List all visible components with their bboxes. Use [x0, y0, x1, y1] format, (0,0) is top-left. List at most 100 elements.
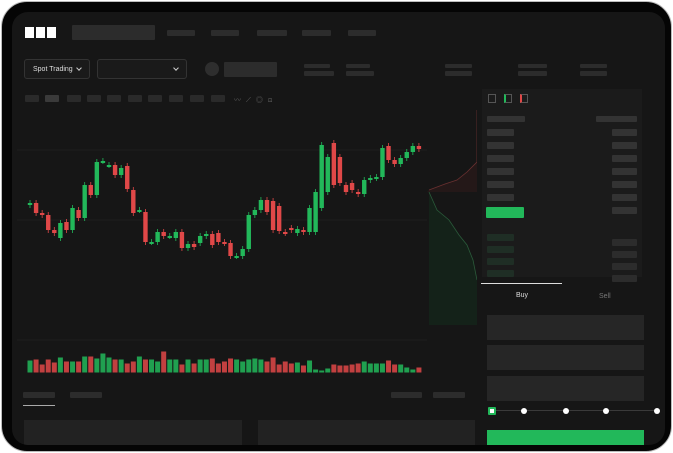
nav-item[interactable] [167, 30, 195, 36]
amount-input[interactable] [487, 345, 644, 370]
search-bar[interactable] [72, 25, 155, 40]
slider-handle[interactable] [488, 407, 496, 415]
volume-bar [288, 363, 294, 373]
volume-bar [246, 359, 252, 373]
candle-body [240, 249, 245, 256]
volume-bar [155, 361, 161, 373]
timeframe-button[interactable] [211, 95, 225, 102]
slider-mark[interactable] [563, 408, 569, 414]
draw-icon[interactable]: ⟋ [246, 97, 256, 104]
slider-mark[interactable] [603, 408, 609, 414]
column-header-amount [596, 116, 637, 122]
fullscreen-icon[interactable]: ⊡ [267, 97, 278, 104]
indicator-icon[interactable]: 〰 [234, 97, 246, 104]
tab-open-orders[interactable] [23, 392, 55, 398]
volume-bar [63, 361, 69, 373]
candle-body [283, 232, 288, 234]
candle-body [295, 229, 300, 233]
volume-bar [209, 358, 215, 373]
candle-body [392, 160, 397, 164]
candle-body [64, 222, 69, 230]
candle-body [137, 210, 142, 212]
candle-body [125, 166, 130, 189]
stat-value [445, 71, 472, 76]
candle-body [246, 215, 251, 249]
volume-bar [124, 363, 130, 373]
candlestick-chart[interactable] [17, 110, 427, 375]
stat-label [445, 64, 472, 68]
ask-row-amount [612, 168, 637, 175]
slider-mark[interactable] [654, 408, 660, 414]
timeframe-button[interactable] [45, 95, 59, 102]
price-input[interactable] [487, 315, 644, 340]
candle-body [386, 146, 391, 160]
tab-order-history[interactable] [70, 392, 102, 398]
candle-body [185, 244, 191, 248]
okx-logo[interactable] [25, 27, 56, 38]
tab-buy[interactable]: Buy [516, 292, 529, 299]
candle-body [276, 206, 282, 231]
nav-item[interactable] [257, 30, 287, 36]
volume-bar [307, 360, 313, 373]
orderbook-asks-icon[interactable] [520, 94, 528, 103]
candle-body [374, 177, 379, 179]
last-price-highlight[interactable] [486, 207, 524, 218]
pair-dropdown[interactable] [97, 59, 187, 79]
amount-slider[interactable] [492, 410, 658, 411]
buy-button[interactable] [487, 430, 644, 445]
timeframe-button[interactable] [190, 95, 204, 102]
volume-bar [416, 367, 422, 373]
candle-body [106, 165, 112, 167]
market-type-dropdown[interactable]: Spot Trading [24, 59, 90, 79]
pair-price [224, 62, 277, 77]
volume-bar [33, 359, 39, 373]
filter-button[interactable] [391, 392, 422, 398]
stat-value [304, 71, 334, 76]
orderbook-both-icon[interactable] [488, 94, 496, 103]
candle-body [173, 232, 179, 238]
orderbook-bids-icon[interactable] [504, 94, 512, 103]
candle-body [319, 145, 324, 208]
bid-row-price [487, 234, 514, 241]
stat-value [580, 71, 607, 76]
stat-label [580, 64, 607, 68]
timeframe-button[interactable] [87, 95, 101, 102]
volume-bar [386, 360, 392, 373]
candle-body [216, 233, 221, 242]
volume-bar [221, 361, 227, 373]
candle-body [404, 152, 409, 158]
candle-body [118, 168, 124, 175]
tab-underline [481, 283, 562, 284]
volume-bar [106, 357, 112, 373]
filter-button[interactable] [433, 392, 465, 398]
total-input[interactable] [487, 376, 644, 401]
candle-body [161, 232, 166, 236]
column-header-price [487, 116, 525, 122]
candle-body [234, 256, 239, 258]
app-screen: Spot Trading 〰⟋◎⊡ Buy Sell [12, 12, 665, 445]
ask-row-price [487, 129, 514, 136]
coin-icon [205, 62, 219, 76]
chart-tools[interactable]: 〰⟋◎⊡ [234, 95, 277, 105]
bid-row-price [487, 258, 514, 265]
timeframe-button[interactable] [67, 95, 81, 102]
volume-bar [258, 359, 264, 373]
candle-body [349, 183, 355, 190]
slider-mark[interactable] [521, 408, 527, 414]
timeframe-button[interactable] [169, 95, 183, 102]
nav-item[interactable] [211, 30, 239, 36]
candle-body [39, 213, 45, 215]
ask-row-price [487, 168, 514, 175]
timeframe-button[interactable] [148, 95, 162, 102]
timeframe-button[interactable] [128, 95, 142, 102]
volume-bar [51, 362, 57, 373]
settings-icon[interactable]: ◎ [255, 97, 268, 104]
tab-sell[interactable]: Sell [599, 293, 611, 300]
nav-item[interactable] [302, 30, 331, 36]
candle-body [155, 232, 160, 242]
timeframe-button[interactable] [25, 95, 39, 102]
ask-row-price [487, 155, 514, 162]
timeframe-button[interactable] [107, 95, 121, 102]
nav-item[interactable] [348, 30, 376, 36]
